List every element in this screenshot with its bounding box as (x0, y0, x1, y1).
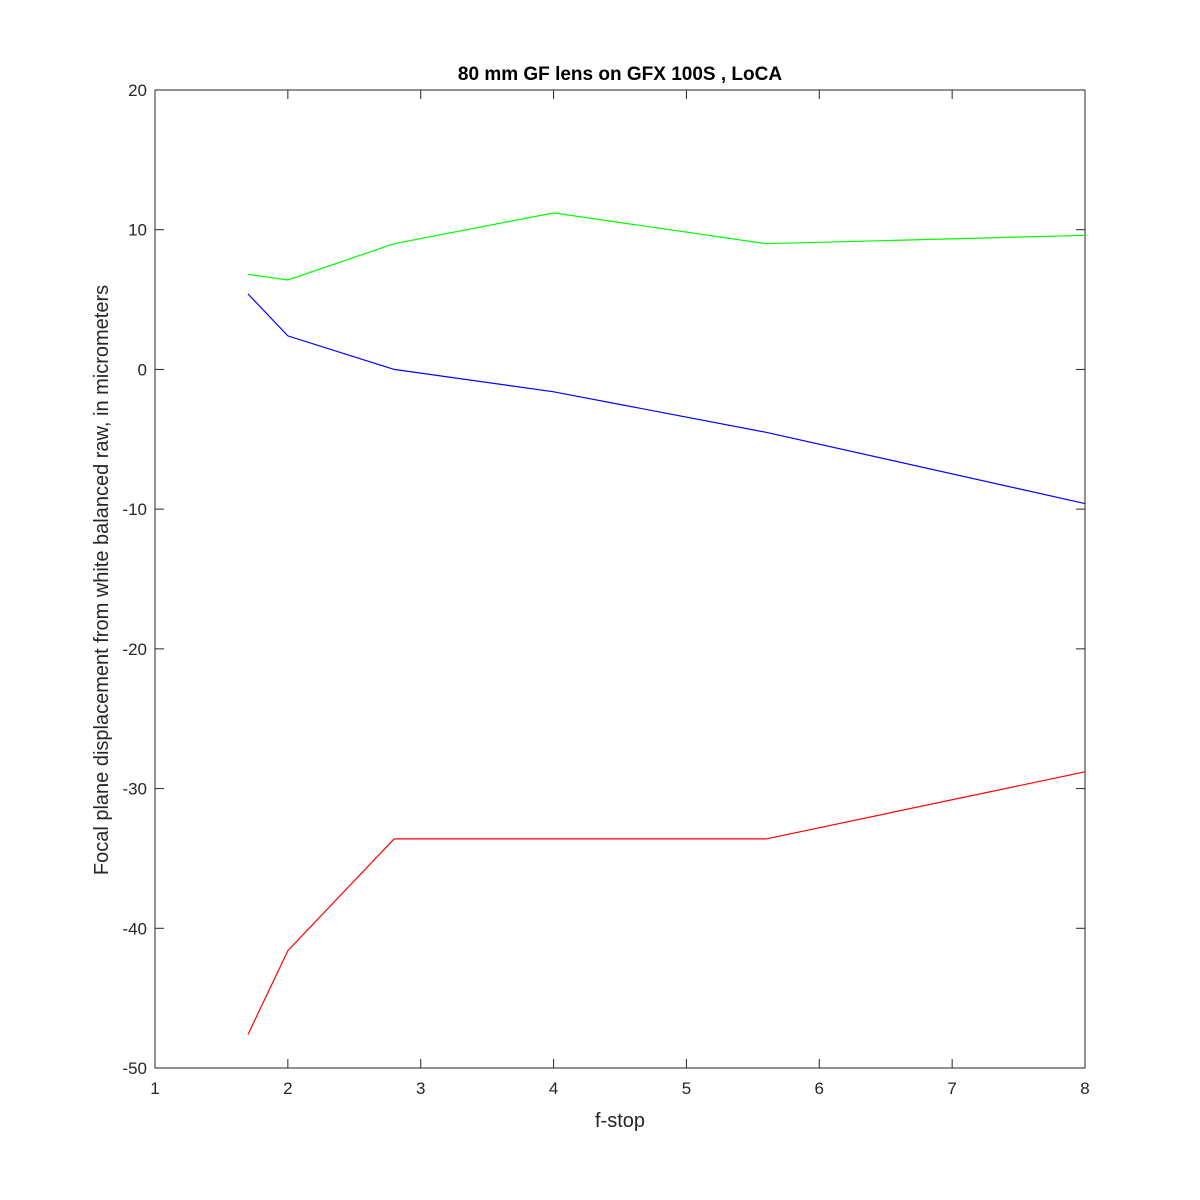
y-tick-label: -30 (122, 780, 147, 799)
x-tick-label: 1 (150, 1079, 159, 1098)
y-tick-label: -10 (122, 500, 147, 519)
series-line-3 (247, 771, 1086, 1035)
y-tick-label: -50 (122, 1059, 147, 1078)
y-axis-label: Focal plane displacement from white bala… (91, 285, 113, 875)
axes-box (154, 89, 1086, 1069)
series-group (247, 212, 1086, 1035)
series-line-1 (247, 212, 1086, 281)
x-axis-label: f-stop (595, 1110, 645, 1132)
x-tick-label: 6 (815, 1079, 824, 1098)
x-tick-label: 5 (682, 1079, 691, 1098)
y-tick-label: -20 (122, 640, 147, 659)
y-tick-label: 0 (138, 360, 147, 379)
x-tick-label: 4 (549, 1079, 558, 1098)
x-tick-label: 8 (1080, 1079, 1089, 1098)
plot-area (154, 89, 1086, 1069)
chart-title: 80 mm GF lens on GFX 100S , LoCA (458, 64, 782, 85)
x-tick-label: 3 (416, 1079, 425, 1098)
y-tick-label: 10 (128, 221, 147, 240)
x-tick-label: 2 (283, 1079, 292, 1098)
x-axis: 1 2 3 4 5 6 7 8 (150, 90, 1090, 1098)
y-axis: 20 10 0 -10 -20 -30 -40 -50 (122, 81, 1085, 1078)
x-tick-label: 7 (947, 1079, 956, 1098)
series-line-2 (247, 293, 1086, 505)
y-tick-label: -40 (122, 919, 147, 938)
y-tick-label: 20 (128, 81, 147, 100)
